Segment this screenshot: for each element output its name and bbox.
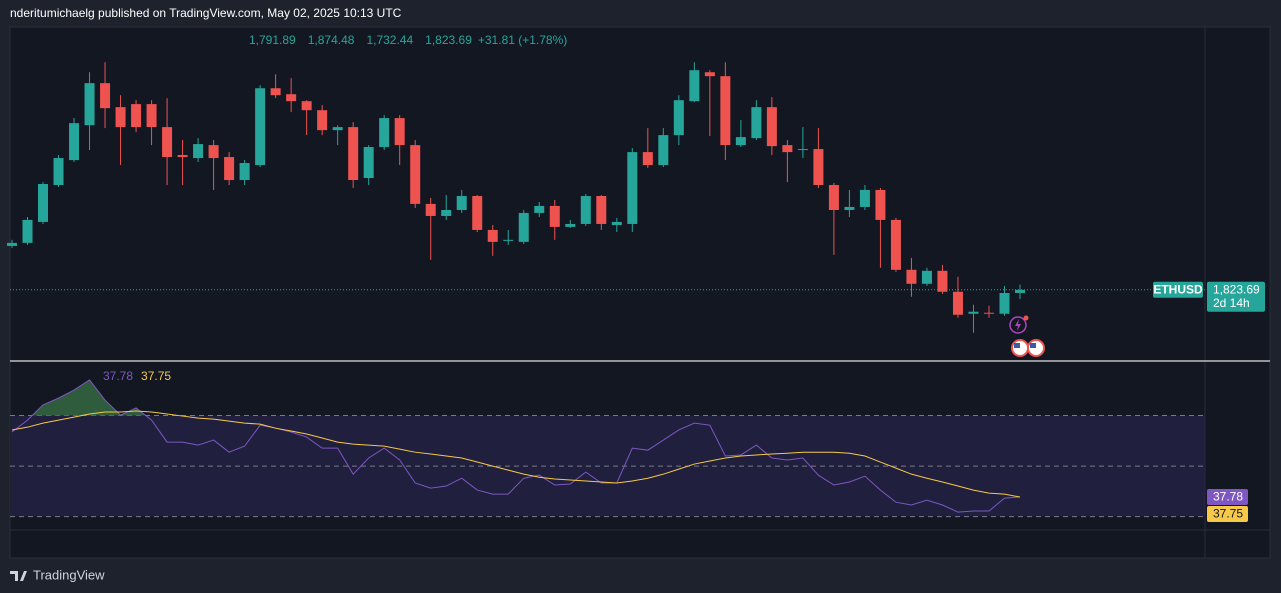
footer-logo: [10, 571, 27, 581]
candle-body: [208, 145, 219, 159]
candle-body: [937, 270, 948, 292]
ohlc-value: 1,874.48: [308, 33, 355, 47]
candle-body: [658, 135, 669, 166]
candle-body: [704, 72, 715, 77]
ohlc-value: 1,823.69: [425, 33, 472, 47]
candle-body: [952, 291, 963, 315]
candle-body: [38, 183, 49, 222]
axis-value-box: [1207, 488, 1248, 505]
candle-body: [441, 209, 452, 216]
candle-body: [317, 110, 328, 131]
candle-body: [642, 152, 653, 166]
candle-body: [828, 184, 839, 210]
candle-body: [22, 219, 33, 243]
price-label: 1,823.69: [1213, 282, 1260, 296]
candle-body: [487, 229, 498, 242]
candle-body: [921, 270, 932, 284]
candle-body: [673, 100, 684, 136]
candle-body: [224, 157, 235, 181]
candle-body: [689, 70, 700, 102]
candle-body: [301, 101, 312, 111]
change-value: +31.81 (+1.78%): [478, 33, 567, 47]
candle-body: [193, 144, 204, 159]
candle-body: [84, 83, 95, 126]
footer-brand: TradingView: [33, 567, 105, 582]
candle-body: [596, 196, 607, 224]
candle-body: [115, 107, 126, 128]
candle-body: [580, 196, 591, 224]
candle-body: [518, 212, 529, 242]
candle-body: [239, 163, 250, 181]
event-dot: [1023, 315, 1029, 321]
countdown-label: 2d 14h: [1213, 296, 1250, 310]
candle-body: [611, 221, 622, 225]
candle-body: [425, 203, 436, 216]
candle-body: [782, 145, 793, 153]
price-label-box: [1207, 281, 1265, 312]
candle-body: [410, 145, 421, 204]
candle-body: [394, 118, 405, 146]
candle-body: [875, 189, 886, 220]
axis-value-label: 37.75: [1213, 507, 1243, 521]
candle-body: [1015, 289, 1025, 294]
candle-body: [720, 76, 731, 146]
candle-body: [627, 152, 638, 224]
candle-body: [100, 83, 111, 109]
candle-body: [813, 149, 824, 185]
candle-body: [69, 123, 80, 161]
candle-body: [906, 269, 917, 284]
candle-body: [968, 311, 979, 314]
symbol-label-box: [1153, 281, 1203, 298]
candle-body: [332, 127, 343, 131]
ohlc-value: 1,732.44: [366, 33, 413, 47]
candle-body: [255, 88, 266, 166]
candle-body: [270, 88, 281, 96]
candle-body: [131, 104, 142, 128]
candle-body: [146, 104, 157, 128]
rsi-line: [11, 410, 1021, 498]
published-note: nderitumichaelg published on TradingView…: [10, 6, 402, 20]
ohlc-value: 1,791.89: [249, 33, 296, 47]
candle-body: [7, 242, 17, 246]
candle-body: [983, 312, 994, 314]
candle-body: [348, 127, 359, 181]
symbol-label: ETHUSD: [1153, 282, 1203, 296]
candle-body: [286, 94, 297, 102]
event-icons: [1009, 315, 1045, 357]
candle-body: [766, 107, 777, 147]
event-icon-bolt: [1015, 319, 1021, 331]
candle-body: [751, 107, 762, 139]
flag-canton: [1030, 343, 1036, 348]
rsi-line: [11, 379, 1021, 513]
axis-value-box: [1207, 505, 1248, 522]
candle-body: [177, 155, 188, 158]
candle-body: [162, 127, 173, 158]
candle-body: [534, 205, 545, 213]
flag-canton: [1014, 343, 1020, 348]
candle-body: [363, 147, 374, 179]
candle-body: [797, 149, 808, 151]
candle-body: [503, 239, 514, 241]
candle-body: [735, 137, 746, 146]
candle-body: [456, 196, 467, 210]
legend-value: 37.75: [141, 369, 171, 383]
axis-value-label: 37.78: [1213, 490, 1243, 504]
candle-body: [565, 223, 576, 227]
candle-body: [379, 118, 390, 148]
legend-value: 37.78: [103, 369, 133, 383]
candle-body: [472, 196, 483, 230]
candle-body: [549, 205, 560, 227]
logo-icon: [10, 571, 27, 581]
candle-body: [859, 189, 870, 207]
candle-body: [890, 219, 901, 270]
candle-body: [53, 158, 64, 185]
candle-body: [844, 206, 855, 210]
candle-body: [999, 292, 1010, 314]
